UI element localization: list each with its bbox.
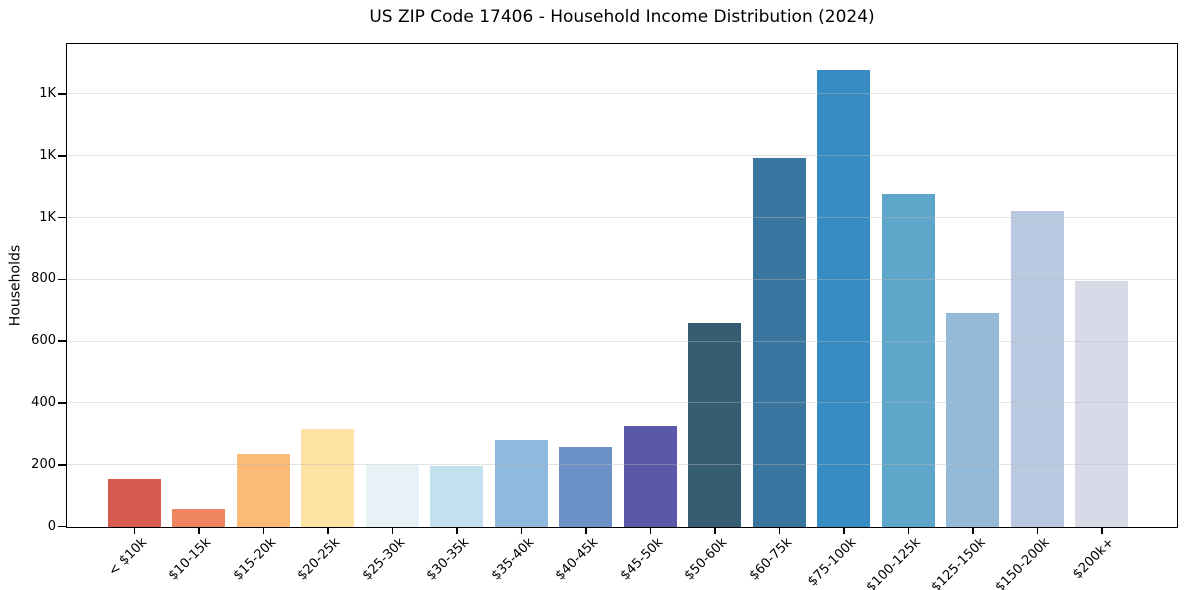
y-tick-label: 400	[31, 394, 56, 410]
x-tick-label-text: $10-15k	[166, 535, 215, 584]
x-tick-mark	[391, 528, 394, 534]
bar-$20-25k	[301, 428, 354, 527]
x-tick-label-text: $15-20k	[230, 535, 280, 584]
x-tick-mark	[843, 528, 845, 534]
y-tick-label: 200	[31, 456, 56, 472]
y-tick-mark	[58, 340, 66, 342]
x-tick-label-text: $40-45k	[553, 535, 602, 584]
x-tick-label-text: $45-50k	[617, 535, 667, 584]
gridline-1200	[67, 155, 1177, 157]
y-tick-label: 1K	[39, 147, 56, 163]
x-tick-mark	[714, 528, 716, 534]
x-tick-label-text: $35-40k	[488, 535, 538, 584]
bar-$15-20k	[236, 453, 290, 527]
gridline-1400	[67, 93, 1177, 95]
bar-$75-100k	[817, 69, 870, 527]
y-tick-mark	[58, 216, 66, 219]
x-tick-mark	[262, 528, 265, 534]
x-tick-label-text: $20-25k	[295, 535, 344, 584]
x-tick-mark	[1036, 528, 1039, 534]
bar-$30-35k	[430, 466, 483, 527]
y-tick-label: 1K	[39, 85, 56, 101]
y-tick-mark	[58, 525, 66, 528]
bar-$40-45k	[559, 446, 612, 527]
bar-$200k+	[1075, 281, 1128, 527]
x-tick-mark	[456, 528, 458, 534]
x-tick-mark	[585, 528, 587, 534]
x-tick-mark	[133, 528, 136, 534]
x-tick-label-text: $50-60k	[682, 535, 731, 584]
gridline-200	[67, 464, 1177, 466]
plot-area	[66, 43, 1178, 528]
gridline-1000	[67, 217, 1177, 218]
bar-$50-60k	[688, 323, 741, 527]
bar-$25-30k	[365, 465, 419, 527]
x-tick-label-text: $75-100k	[805, 535, 860, 590]
bar-$100-125k	[881, 193, 935, 527]
gridline-400	[67, 402, 1177, 404]
y-tick-mark	[58, 155, 66, 157]
x-tick-mark	[520, 528, 523, 534]
bar-$60-75k	[752, 158, 806, 527]
y-tick-label: 800	[31, 271, 56, 287]
x-tick-label-text: < $10k	[106, 535, 151, 580]
x-tick-mark	[198, 528, 200, 534]
x-tick-label-text: $100-125k	[863, 535, 925, 590]
bar-$10-15k	[172, 509, 225, 527]
chart-title: US ZIP Code 17406 - Household Income Dis…	[369, 7, 875, 27]
y-tick-mark	[58, 402, 66, 404]
x-tick-label-text: $125-150k	[928, 535, 989, 590]
y-tick-label: 600	[31, 333, 56, 349]
bar-$125-150k	[946, 312, 999, 527]
y-tick-mark	[58, 93, 66, 95]
x-tick-label-text: $150-200k	[992, 535, 1054, 590]
bar-$150-200k	[1010, 210, 1064, 527]
x-tick-label-text: $200k+	[1070, 535, 1118, 583]
x-tick-mark	[327, 528, 329, 534]
x-tick-mark	[907, 528, 910, 534]
gridline-800	[67, 278, 1177, 280]
y-tick-label: 1K	[39, 209, 56, 225]
x-tick-label-text: $60-75k	[746, 535, 796, 584]
bar-$35-40k	[494, 440, 548, 527]
x-tick-mark	[649, 528, 652, 534]
y-tick-mark	[58, 278, 66, 281]
x-tick-mark	[1101, 528, 1103, 534]
x-tick-mark	[972, 528, 974, 534]
y-tick-mark	[58, 464, 66, 466]
bar-$45-50k	[623, 426, 677, 527]
x-tick-mark	[778, 528, 781, 534]
x-tick-label-text: $30-35k	[424, 535, 473, 584]
gridline-600	[67, 340, 1177, 342]
x-tick-label-text: $25-30k	[359, 535, 409, 584]
y-tick-label: 0	[47, 518, 56, 534]
bar-< $10k	[107, 479, 161, 527]
